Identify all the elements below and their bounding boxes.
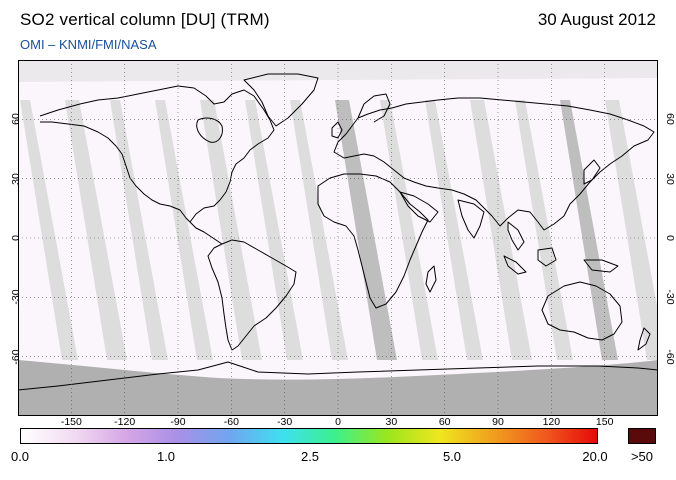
orbit-gap-stripe <box>155 100 213 360</box>
coast-south-america <box>207 239 297 351</box>
orbit-gap-stripe <box>380 100 438 360</box>
orbit-gap-stripe <box>605 100 667 360</box>
orbit-gap-stripe <box>20 100 78 360</box>
coast-borneo <box>537 247 557 267</box>
longitude-tick-label: 30 <box>385 416 398 428</box>
orbit-gap-stripe <box>560 100 618 360</box>
coast-antarctica <box>17 361 659 391</box>
coast-eurasia <box>333 97 655 231</box>
longitude-tick-label: -60 <box>223 416 239 428</box>
longitude-tick-label: 0 <box>335 416 341 428</box>
latitude-axis-left: 60 30 0 -30 -60 <box>4 60 22 416</box>
coast-scandinavia <box>357 93 391 123</box>
coast-north-america <box>39 85 275 223</box>
latitude-tick-label: 60 <box>664 113 676 126</box>
longitude-tick-label: -90 <box>170 416 186 428</box>
map-frame <box>18 60 658 416</box>
coast-greenland <box>243 73 319 127</box>
orbit-gap-stripe <box>290 100 348 360</box>
coast-madagascar <box>425 265 437 293</box>
map-date: 30 August 2012 <box>537 10 656 29</box>
longitude-tick-label: -30 <box>277 416 293 428</box>
so2-map <box>17 60 667 416</box>
coast-india <box>457 199 485 239</box>
coast-hudson-bay <box>196 117 223 143</box>
colorbar-label-1: 1.0 <box>156 449 176 464</box>
colorbar-label-5: >50 <box>630 449 654 464</box>
longitude-tick-label: 90 <box>492 416 504 428</box>
colorbar-fill <box>21 429 597 443</box>
latitude-tick-label: 0 <box>664 235 676 241</box>
coast-britain <box>331 121 343 139</box>
longitude-tick-label: -120 <box>114 416 136 428</box>
coast-japan <box>583 159 601 185</box>
coast-arabia <box>399 191 439 223</box>
longitude-tick-label: 150 <box>595 416 614 428</box>
orbit-gap-layer <box>20 100 667 360</box>
orbit-gap-stripe <box>425 100 483 360</box>
coast-australia <box>541 281 623 341</box>
longitude-tick-label: 120 <box>542 416 561 428</box>
coast-central-america <box>189 221 223 245</box>
latitude-tick-label: -30 <box>664 289 676 305</box>
orbit-gap-stripe <box>200 100 262 360</box>
colorbar-label-2: 2.5 <box>300 449 320 464</box>
coast-new-guinea <box>583 259 619 273</box>
colorbar <box>20 428 598 444</box>
latitude-axis-right: 60 30 0 -30 -60 <box>658 60 676 416</box>
coastlines <box>17 73 659 391</box>
colorbar-label-4: 20.0 <box>582 449 608 464</box>
colorbar-label-3: 5.0 <box>442 449 462 464</box>
orbit-gap-stripe <box>245 100 303 360</box>
coast-sumatra <box>503 255 527 275</box>
coast-africa <box>317 173 429 309</box>
coast-southeast-asia <box>507 221 525 251</box>
orbit-gap-stripe <box>335 100 397 360</box>
latitude-tick-label: 30 <box>664 172 676 185</box>
data-source: OMI – KNMI/FMI/NASA <box>20 37 157 52</box>
map-canvas <box>17 60 667 416</box>
orbit-gap-stripe <box>470 100 532 360</box>
orbit-gap-stripe <box>65 100 127 360</box>
longitude-tick-label: 60 <box>438 416 451 428</box>
latitude-tick-label: -60 <box>664 349 676 365</box>
graticule <box>18 60 658 416</box>
colorbar-gradient <box>21 429 597 443</box>
longitude-axis-bottom: -150 -120 -90 -60 -30 0 30 60 90 120 150 <box>18 416 658 430</box>
map-title: SO2 vertical column [DU] (TRM) <box>20 10 270 29</box>
colorbar-max-swatch <box>628 428 656 444</box>
colorbar-label-0: 0.0 <box>10 449 30 464</box>
longitude-tick-label: -150 <box>60 416 82 428</box>
coast-new-zealand <box>637 327 651 351</box>
